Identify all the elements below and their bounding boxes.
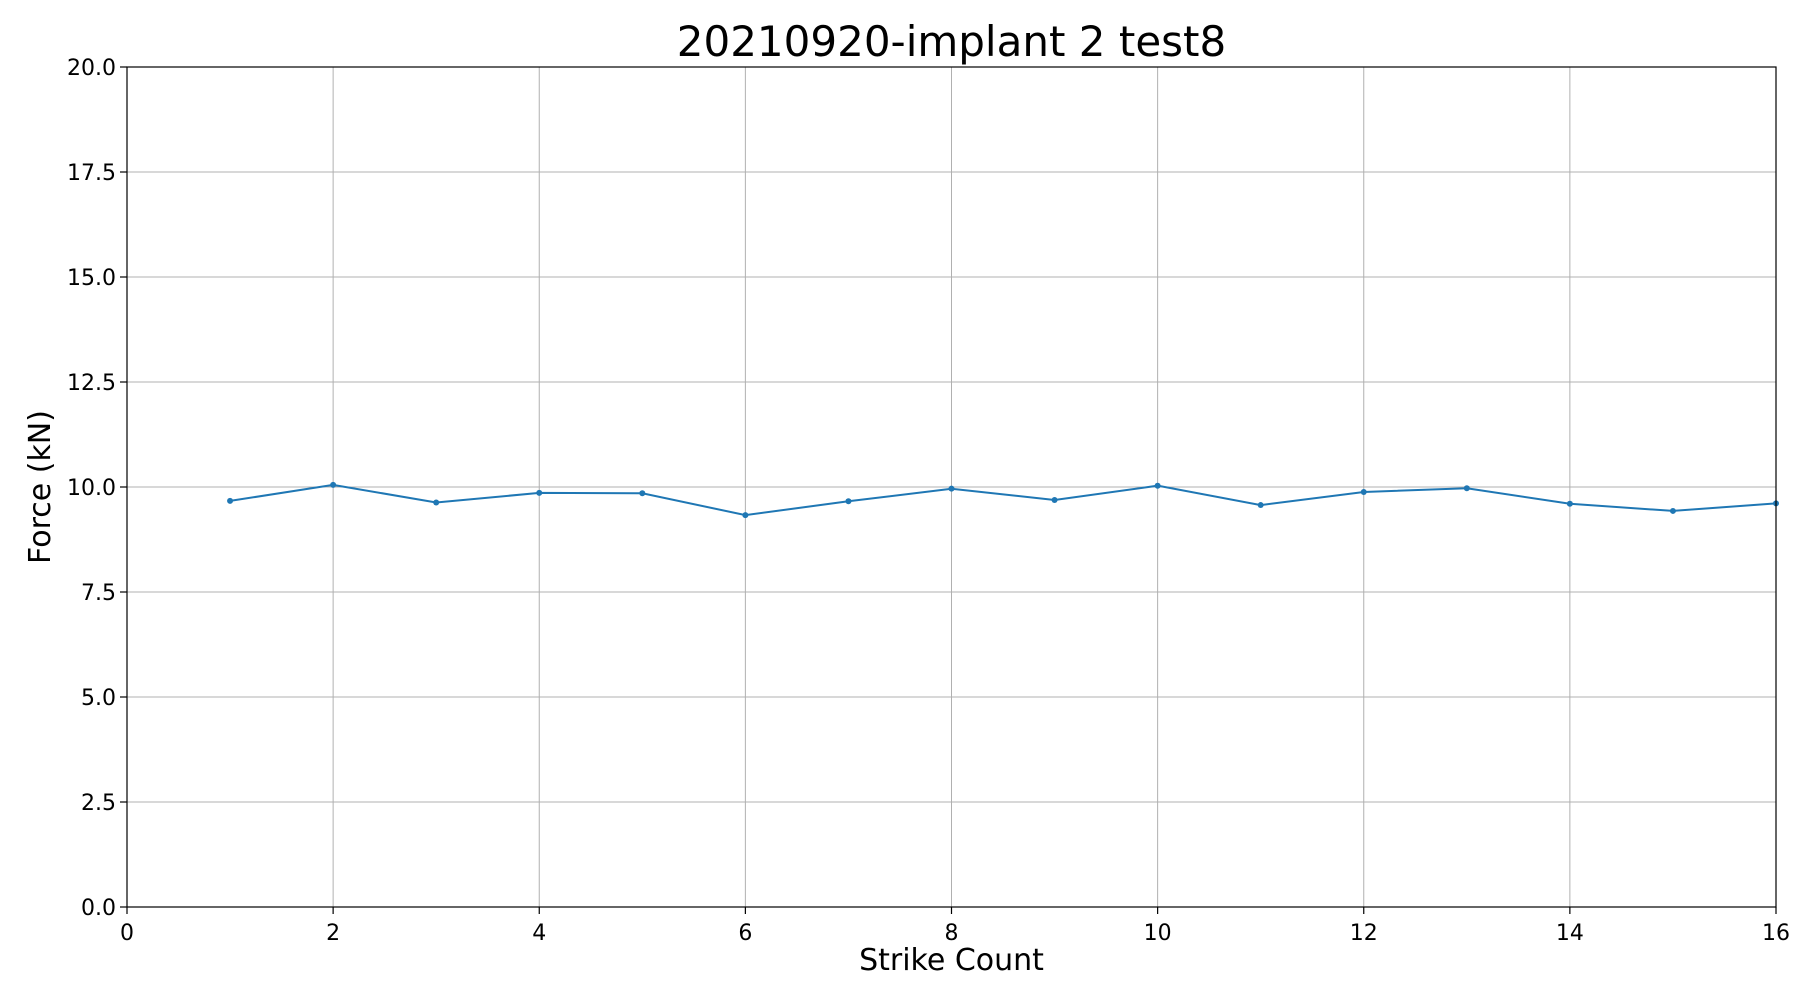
y-tick-label: 20.0 (67, 56, 116, 81)
series-line (229, 483, 1777, 517)
data-point (1669, 507, 1676, 514)
x-tick-label: 6 (738, 921, 752, 946)
data-point (1463, 485, 1470, 492)
y-tick-label: 10.0 (67, 476, 116, 501)
data-point (1566, 500, 1573, 507)
tick-marks (120, 66, 1777, 914)
data-point (1360, 489, 1367, 496)
y-tick-label: 5.0 (81, 686, 116, 711)
data-point (1257, 502, 1264, 509)
data-point (433, 499, 440, 506)
x-tick-label: 4 (532, 921, 546, 946)
x-tick-label: 14 (1556, 921, 1584, 946)
series-layer (227, 481, 1779, 519)
data-point (1154, 482, 1161, 489)
y-tick-label: 0.0 (81, 896, 116, 921)
data-point (742, 512, 749, 519)
y-tick-labels: 0.0 2.5 5.0 7.5 10.0 12.5 15.0 17.5 20.0 (67, 56, 116, 921)
data-point (330, 481, 337, 488)
x-tick-label: 16 (1762, 921, 1790, 946)
data-point (948, 485, 955, 492)
x-tick-label: 12 (1350, 921, 1378, 946)
y-tick-label: 15.0 (67, 266, 116, 291)
data-point (536, 489, 543, 496)
chart-title: 20210920-implant 2 test8 (677, 17, 1226, 66)
x-tick-labels: 0 2 4 6 8 10 12 14 16 (120, 921, 1790, 946)
data-point (1051, 497, 1058, 504)
y-tick-label: 12.5 (67, 371, 116, 396)
x-tick-label: 2 (326, 921, 340, 946)
x-tick-label: 10 (1144, 921, 1172, 946)
x-tick-label: 0 (120, 921, 134, 946)
data-point (227, 497, 234, 504)
data-point (845, 498, 852, 505)
y-axis-title: Force (kN) (23, 410, 58, 564)
data-point (639, 490, 646, 497)
x-axis-title: Strike Count (859, 943, 1044, 978)
x-tick-label: 8 (945, 921, 959, 946)
y-tick-label: 2.5 (81, 791, 116, 816)
y-tick-label: 7.5 (81, 581, 116, 606)
y-tick-label: 17.5 (67, 161, 116, 186)
